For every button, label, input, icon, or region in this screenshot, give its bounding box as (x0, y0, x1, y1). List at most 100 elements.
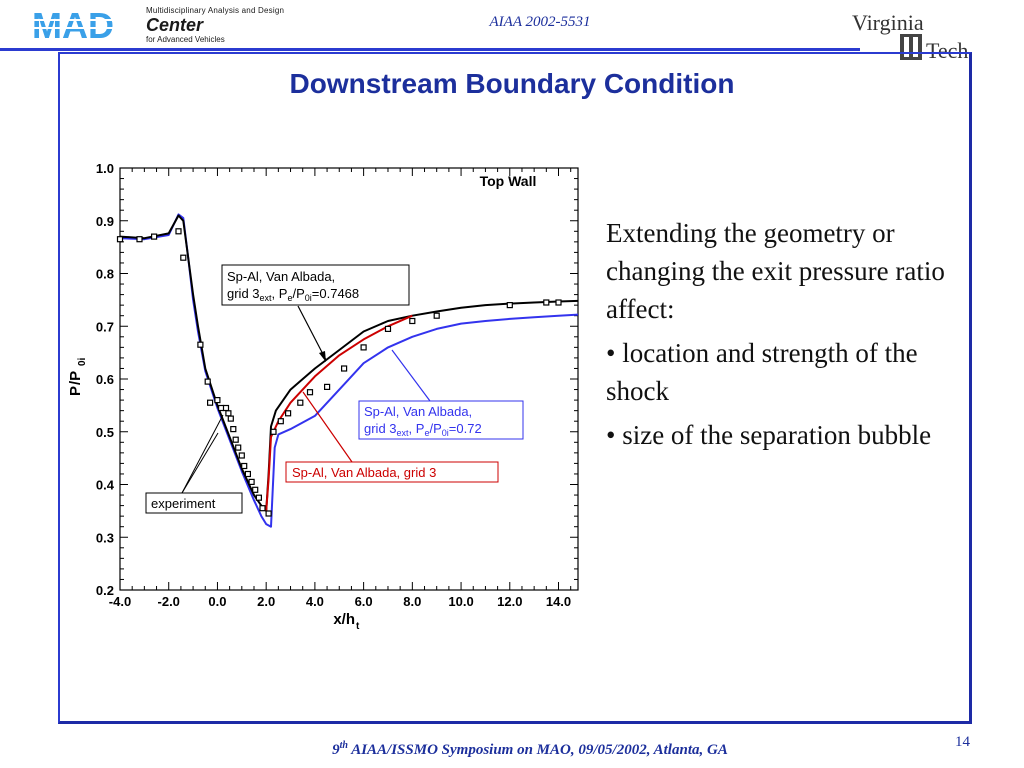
chart-title: Top Wall (480, 173, 537, 189)
experiment-point (360, 344, 367, 351)
experiment-point (116, 236, 124, 243)
vt-line2: Tech (926, 38, 968, 63)
experiment-point (241, 462, 248, 470)
annotation-black-p: , P (272, 286, 288, 301)
axes: -4.0 -2.0 0.0 2.0 4.0 6.0 8.0 10.0 12.0 14.0 0.2 0.… (96, 161, 579, 609)
experiment-point (543, 299, 550, 306)
annotation-blue-line2: grid 3ext, Pe/P0i=0.72 (364, 421, 482, 438)
header-rule (0, 48, 860, 51)
experiment-point (204, 378, 211, 385)
logo-line2: Center (146, 15, 204, 35)
y-tick-label: 0.9 (96, 214, 114, 229)
virginia-tech-logo: Virginia Tech (852, 10, 968, 63)
arrowhead-black (319, 351, 326, 362)
experiment-point (218, 404, 225, 412)
experiment-point (235, 444, 242, 451)
annotation-black-line1: Sp-Al, Van Albada, (227, 269, 335, 284)
y-tick-label: 1.0 (96, 161, 114, 176)
experiment-point (214, 397, 221, 404)
y-tick-label: 0.7 (96, 319, 114, 334)
series-layer (116, 213, 579, 528)
bullet-bubble: • size of the separation bubble (606, 420, 932, 450)
chart-labels: Top Wall x/h t P /P 0i Sp-Al, Van Albada… (67, 173, 536, 632)
paper-id: AIAA 2002-5531 (489, 14, 591, 30)
annotation-black-grid: grid 3 (227, 286, 260, 301)
footer-ordinal-suffix: th (339, 740, 348, 751)
x-tick-label: 14.0 (546, 594, 571, 609)
annotation-blue-slash: /P (429, 421, 441, 436)
experiment-point (150, 233, 158, 240)
y-axis-label: P (67, 386, 84, 396)
experiment-point (225, 410, 232, 417)
annotation-box-blue (358, 400, 524, 440)
annotation-arrow-black (297, 305, 327, 361)
mad-logo: MAD (30, 8, 140, 42)
annotation-arrow-blue (391, 349, 431, 402)
experiment-point (555, 299, 562, 306)
annotation-black-ext: ext (260, 293, 273, 303)
experiment-point (297, 399, 304, 406)
pressure-chart: -4.0 -2.0 0.0 2.0 4.0 6.0 8.0 10.0 12.0 14.0 0.2 0.… (67, 161, 579, 632)
annotation-box-black (221, 264, 410, 306)
experiment-point (384, 325, 392, 332)
y-axis-label-sub: 0i (77, 357, 88, 366)
experiment-point (409, 317, 416, 325)
x-tick-label: 10.0 (448, 594, 473, 609)
bullet-shock: • location and strength of the shock (606, 338, 918, 406)
footer-ordinal: 9 (332, 742, 340, 758)
footer: 9th AIAA/ISSMO Symposium on MAO, 09/05/2… (180, 740, 880, 759)
page-number: 14 (955, 734, 970, 750)
annotation-blue-line1: Sp-Al, Van Albada, (364, 404, 472, 419)
experiment-point (232, 436, 239, 443)
experiment-point (180, 254, 187, 261)
experiment-point (506, 302, 513, 309)
experiment-point (255, 494, 262, 501)
center-logo-text: Multidisciplinary Analysis and Design Ce… (146, 6, 284, 44)
experiment-point (306, 389, 314, 396)
y-axis-label-slash: /P (67, 371, 84, 385)
annotation-arrow-exp1 (181, 414, 224, 494)
x-tick-label: 8.0 (403, 594, 421, 609)
mad-logo-text: MAD (32, 8, 114, 42)
annotation-blue-p: , P (409, 421, 425, 436)
experiment-point (285, 410, 292, 417)
annotation-red-text: Sp-Al, Van Albada, grid 3 (292, 465, 436, 480)
experiment-point (252, 486, 259, 493)
annotation-black-line2: grid 3ext, Pe/P0i=0.7468 (227, 286, 359, 303)
annotation-black-e: e (287, 293, 292, 303)
x-axis-label-sub: t (356, 621, 360, 632)
x-tick-label: 4.0 (306, 594, 324, 609)
annotation-box-experiment (145, 492, 243, 514)
y-tick-label: 0.3 (96, 530, 114, 545)
logo-line3: for Advanced Vehicles (146, 35, 225, 44)
experiment-point (270, 428, 277, 435)
experiment-point (265, 510, 272, 517)
annotation-blue-grid: grid 3 (364, 421, 397, 436)
body-intro: Extending the geometry or changing the e… (606, 218, 945, 324)
experiment-point (227, 415, 234, 422)
y-tick-label: 0.8 (96, 267, 114, 282)
logo-line1: Multidisciplinary Analysis and Design (146, 6, 285, 15)
y-tick-label: 0.2 (96, 583, 114, 598)
y-axis-label-group: P /P 0i (67, 357, 88, 396)
experiment-point (259, 505, 266, 512)
annotation-black-slash: /P (292, 286, 304, 301)
y-tick-label: 0.5 (96, 425, 114, 440)
slide-frame (58, 52, 972, 724)
annotation-experiment-text: experiment (151, 496, 216, 511)
x-tick-label: -4.0 (109, 594, 131, 609)
x-tick-label: 0.0 (208, 594, 226, 609)
x-tick-label: 12.0 (497, 594, 522, 609)
experiment-point (222, 404, 230, 412)
footer-text: AIAA/ISSMO Symposium on MAO, 09/05/2002,… (348, 742, 728, 758)
annotation-arrow-red (302, 391, 353, 463)
annotation-blue-0i: 0i (442, 428, 449, 438)
slide-title: Downstream Boundary Condition (289, 68, 735, 99)
experiment-point (277, 418, 284, 425)
experiment-point (207, 399, 214, 406)
annotation-blue-value: =0.72 (449, 421, 482, 436)
experiment-point (175, 228, 182, 235)
series-line-grid3 (265, 314, 413, 511)
annotation-blue-e: e (424, 428, 429, 438)
slide-body: Extending the geometry or changing the e… (606, 214, 946, 460)
